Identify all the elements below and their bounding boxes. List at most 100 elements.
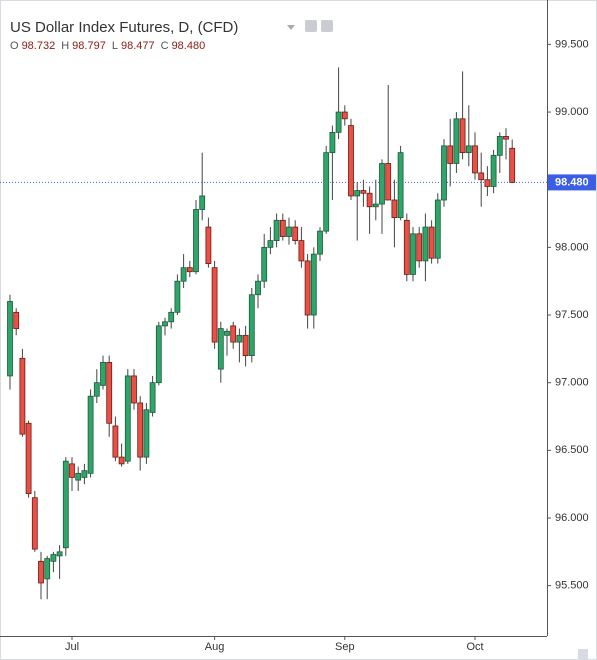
candle-body — [472, 145, 478, 174]
x-tick-label: Sep — [335, 641, 355, 653]
candle-body — [137, 402, 144, 458]
ohlc-value: 98.797 — [72, 40, 106, 52]
candle-body — [81, 470, 88, 478]
candle-body — [329, 131, 336, 154]
candle-body — [422, 226, 429, 262]
candle-body — [261, 246, 268, 282]
candle-body — [441, 145, 447, 201]
ohlc-label: H — [61, 40, 69, 52]
x-tick-label: Oct — [466, 641, 483, 653]
candle-body — [372, 203, 379, 208]
ohlc-value: 98.480 — [172, 40, 206, 52]
candle-body — [323, 152, 330, 232]
candle-body — [478, 172, 485, 181]
candle-body — [38, 560, 44, 584]
candle-body — [360, 190, 367, 194]
candle-body — [162, 321, 168, 327]
candle-body — [87, 395, 94, 474]
candle-body — [317, 230, 323, 255]
y-tick-label: 98.000 — [555, 241, 589, 253]
candle-body — [255, 280, 261, 296]
x-tick-label: Jul — [65, 641, 79, 653]
ohlc-legend: O 98.732 H 98.797 L 98.477 C 98.480 — [10, 40, 205, 52]
candle-body — [112, 425, 119, 458]
candle-body — [56, 551, 63, 557]
candle-body — [391, 199, 398, 218]
candle-body — [131, 375, 137, 404]
candle-body — [354, 190, 361, 197]
ohlc-label: L — [112, 40, 118, 52]
candle-body — [496, 136, 503, 156]
candle-body — [211, 267, 218, 343]
dropdown-icon[interactable] — [287, 25, 295, 30]
candle-body — [174, 280, 181, 313]
candle-body — [50, 554, 57, 562]
candle-body — [310, 253, 317, 316]
last-price-box — [548, 174, 596, 191]
candle-body — [168, 311, 175, 323]
candle-body — [403, 219, 410, 275]
candle-body — [186, 267, 193, 273]
candle-body — [304, 260, 311, 316]
candle-body — [292, 226, 299, 241]
candle-body — [279, 219, 286, 237]
ohlc-label: C — [161, 40, 169, 52]
candle-body — [193, 209, 199, 273]
candle-body — [205, 226, 212, 265]
candle-body — [298, 240, 305, 262]
candle-body — [124, 375, 131, 462]
candle-body — [509, 147, 516, 183]
ohlc-value: 98.477 — [121, 40, 155, 52]
candle-body — [428, 226, 435, 259]
y-tick-label: 96.000 — [555, 512, 589, 524]
chart-title: US Dollar Index Futures, D, (CFD) — [10, 19, 238, 36]
candle-body — [13, 311, 20, 329]
scale-icon[interactable] — [578, 649, 588, 659]
candle-body — [19, 357, 26, 435]
candle-body — [236, 334, 243, 343]
candle-body — [503, 136, 509, 140]
candle-body — [273, 219, 280, 241]
candle-body — [149, 382, 156, 413]
candle-body — [217, 328, 224, 370]
candle-body — [199, 195, 206, 210]
candle-body — [31, 497, 38, 550]
y-tick-label: 97.000 — [555, 377, 589, 389]
candle-body — [366, 192, 373, 208]
ohlc-value: 98.732 — [22, 40, 56, 52]
candle-body — [453, 118, 460, 164]
candle-body — [100, 361, 106, 386]
candle-body — [465, 145, 472, 154]
y-tick-label: 95.500 — [555, 580, 589, 592]
candle-body — [447, 145, 454, 164]
candle-body — [224, 330, 230, 336]
candle-body — [410, 233, 416, 275]
visibility-icon[interactable] — [305, 20, 317, 32]
candle-body — [180, 267, 187, 282]
candle-body — [348, 125, 354, 197]
candle-body — [286, 226, 292, 237]
candle-body — [242, 334, 249, 357]
settings-icon[interactable] — [321, 20, 333, 32]
candle-body — [416, 233, 423, 262]
candle-body — [267, 240, 274, 248]
x-tick-label: Aug — [205, 641, 225, 653]
candle-body — [434, 199, 441, 259]
candle-body — [62, 460, 69, 549]
candle-body — [341, 111, 348, 120]
candle-body — [7, 301, 13, 377]
candle-body — [75, 472, 82, 481]
candle-body — [484, 179, 491, 187]
ohlc-label: O — [10, 40, 19, 52]
candle-body — [459, 118, 466, 154]
y-tick-label: 99.500 — [555, 38, 589, 50]
y-tick-label: 96.500 — [555, 444, 589, 456]
candle-body — [248, 294, 255, 357]
candle-body — [69, 463, 75, 478]
candle-body — [143, 409, 150, 458]
candle-body — [44, 558, 51, 580]
candle-body — [93, 382, 100, 397]
candle-body — [118, 456, 125, 465]
